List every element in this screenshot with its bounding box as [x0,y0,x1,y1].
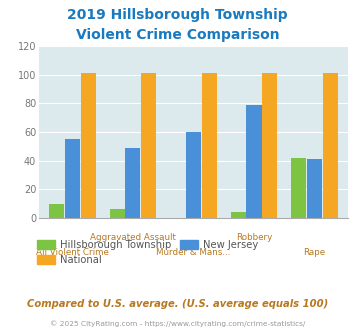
Bar [202,73,217,218]
Bar [186,132,201,218]
Text: Murder & Mans...: Murder & Mans... [156,248,231,257]
Bar [307,159,322,218]
Bar [291,158,306,218]
Legend: Hillsborough Township, National, New Jersey: Hillsborough Township, National, New Jer… [33,236,262,269]
Text: Aggravated Assault: Aggravated Assault [90,233,176,242]
Text: Compared to U.S. average. (U.S. average equals 100): Compared to U.S. average. (U.S. average … [27,299,328,309]
Text: Robbery: Robbery [236,233,272,242]
Bar [110,209,125,218]
Text: 2019 Hillsborough Township: 2019 Hillsborough Township [67,8,288,22]
Bar [323,73,338,218]
Bar [141,73,156,218]
Bar [65,139,80,218]
Text: © 2025 CityRating.com - https://www.cityrating.com/crime-statistics/: © 2025 CityRating.com - https://www.city… [50,321,305,327]
Bar [81,73,96,218]
Bar [125,148,141,218]
Bar [49,204,64,218]
Bar [231,212,246,218]
Bar [246,105,262,218]
Text: All Violent Crime: All Violent Crime [36,248,109,257]
Text: Violent Crime Comparison: Violent Crime Comparison [76,28,279,42]
Text: Rape: Rape [304,248,326,257]
Bar [262,73,277,218]
